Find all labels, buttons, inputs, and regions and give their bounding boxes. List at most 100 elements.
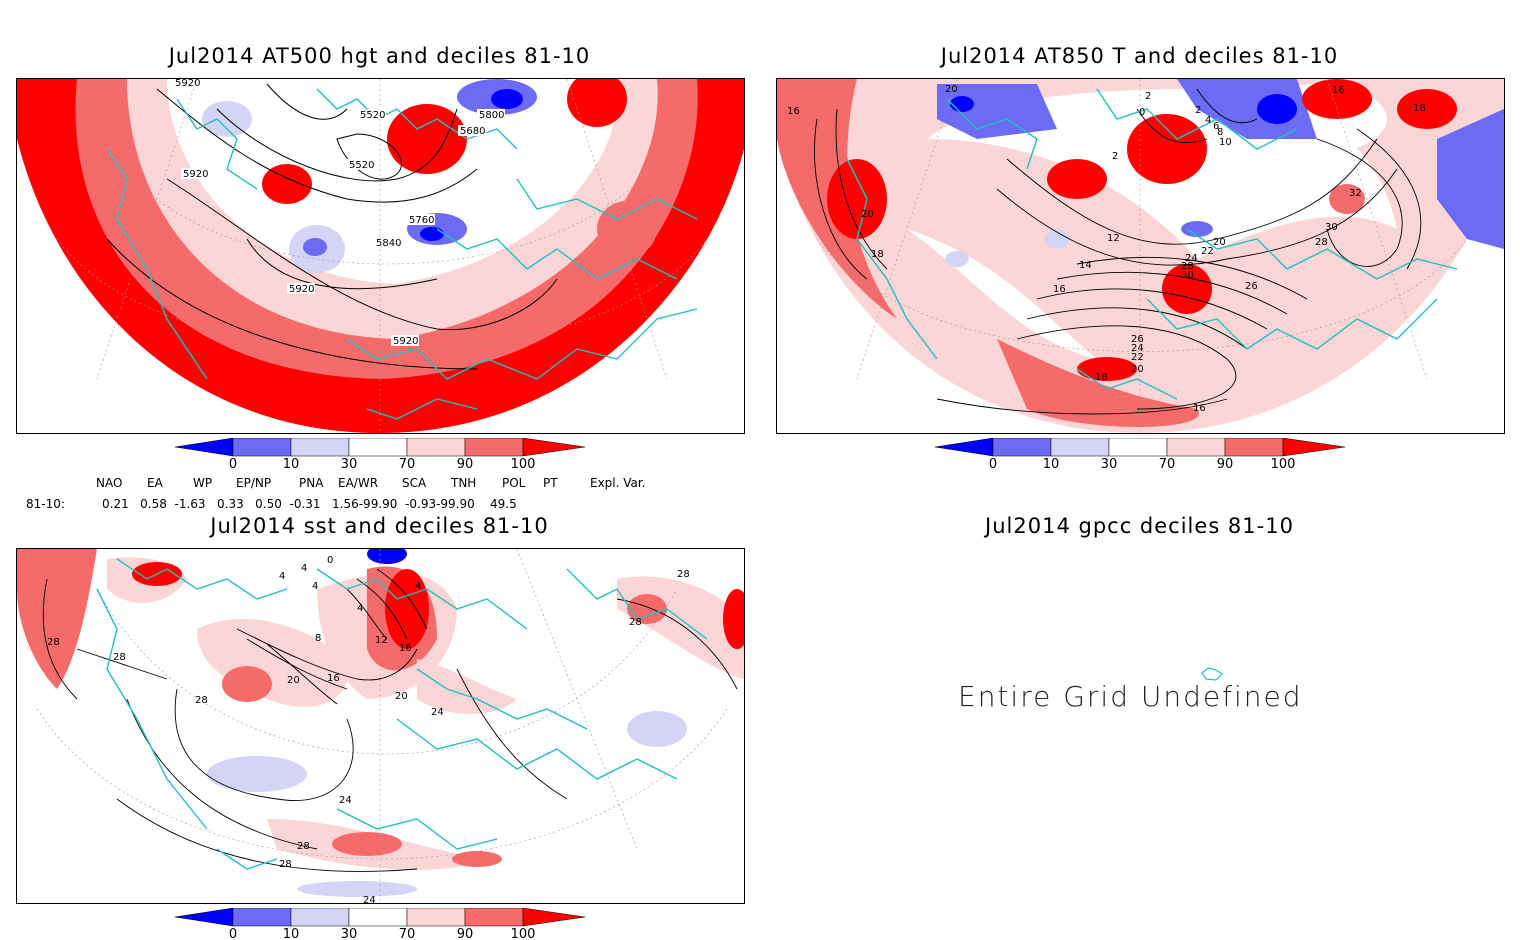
contour-label: 16 — [1332, 85, 1345, 96]
contour-label: 20 — [861, 209, 874, 220]
contour-label: 20 — [287, 675, 300, 686]
colorbar-tick: 10 — [1043, 457, 1060, 472]
contour-label: 28 — [677, 569, 690, 580]
contour-label: 8 — [315, 633, 321, 644]
colorbar-tick: 30 — [1101, 457, 1118, 472]
undefined-grid-message: Entire Grid Undefined — [958, 680, 1303, 713]
contour-label: 24 — [1185, 253, 1198, 264]
contour-label: 32 — [1349, 188, 1362, 199]
map-panel-sst: 28 28 4 4 0 4 4 4 8 12 16 20 16 20 24 28… — [16, 548, 745, 904]
contour-label: 26 — [1131, 334, 1144, 345]
contour-label: 28 — [629, 617, 642, 628]
contour-label: 5920 — [175, 79, 200, 89]
contour-label: 26 — [1245, 281, 1258, 292]
contour-label: 5920 — [393, 336, 418, 347]
tc-row-values: 0.21 0.58 -1.63 0.33 0.50 -0.31 1.56-99.… — [102, 497, 517, 511]
map-panel-gpcc: Entire Grid Undefined — [776, 548, 1503, 902]
tc-row-label: 81-10: — [26, 497, 65, 511]
contour-label: 4 — [415, 581, 421, 592]
contour-label: 20 — [395, 691, 408, 702]
tc-header-explvar: Expl. Var. — [590, 476, 646, 490]
contour-label: 5680 — [460, 126, 485, 137]
contour-label: 28 — [279, 859, 292, 870]
colorbar-tick: 70 — [399, 927, 416, 940]
contour-label: 5760 — [409, 215, 434, 226]
contour-label: 12 — [375, 635, 388, 646]
colorbar-tick: 100 — [1271, 457, 1296, 472]
colorbar-tick: 90 — [457, 927, 474, 940]
contour-label: 2 — [1145, 91, 1151, 102]
colorbar-tick: 90 — [1217, 457, 1234, 472]
tc-header-nao: NAO — [96, 476, 123, 490]
contour-label: 2 — [1112, 151, 1118, 162]
contour-label: 0 — [1139, 107, 1145, 118]
contour-label: 4 — [1205, 115, 1211, 126]
colorbar-tick: 10 — [283, 927, 300, 940]
contour-label: 16 — [787, 106, 800, 117]
colorbar-tick: 100 — [511, 927, 536, 940]
contour-label: 28 — [1181, 261, 1194, 272]
contour-label: 4 — [279, 571, 285, 582]
colorbar-hgt500: 0 10 30 70 90 100 — [175, 438, 586, 472]
contour-label: 28 — [1315, 237, 1328, 248]
contour-label: 20 — [1131, 364, 1144, 375]
tc-header-pt: PT — [543, 476, 558, 490]
contour-label: 5800 — [479, 110, 504, 121]
panel-title-hgt500: Jul2014 AT500 hgt and deciles 81-10 — [168, 44, 591, 68]
colorbar-tick: 10 — [283, 457, 300, 472]
contour-label: 16 — [327, 673, 340, 684]
tc-header-eawr: EA/WR — [338, 476, 379, 490]
contour-label: 22 — [1131, 352, 1144, 363]
colorbar-tick: 100 — [511, 457, 536, 472]
panel-title-t850: Jul2014 AT850 T and deciles 81-10 — [940, 44, 1339, 68]
contour-label: 5520 — [360, 110, 385, 121]
contour-label: 30 — [1325, 222, 1338, 233]
tc-header-pna: PNA — [299, 476, 324, 490]
tc-header-ea: EA — [147, 476, 163, 490]
contour-label: 4 — [357, 603, 363, 614]
contour-label: 4 — [301, 563, 307, 574]
colorbar-tick: 0 — [989, 457, 997, 472]
contour-label: 20 — [945, 84, 958, 95]
contour-label: 24 — [339, 795, 352, 806]
colorbar-t850: 0 10 30 70 90 100 — [935, 438, 1346, 472]
contour-label: 24 — [363, 895, 376, 903]
contour-label: 16 — [1053, 284, 1066, 295]
tc-header-sca: SCA — [402, 476, 427, 490]
contour-label: 10 — [1219, 137, 1232, 148]
contour-label: 28 — [297, 841, 310, 852]
tc-header-pol: POL — [502, 476, 526, 490]
contour-label: 16 — [399, 643, 412, 654]
contour-label: 6 — [1213, 121, 1219, 132]
map-panel-t850: 20 16 2 0 2 4 6 8 10 2 16 18 32 30 28 20… — [776, 78, 1505, 434]
contour-label: 4 — [312, 581, 318, 592]
contour-label: 20 — [1213, 237, 1226, 248]
contour-label: 0 — [327, 555, 333, 566]
contour-label: 28 — [195, 695, 208, 706]
colorbar-tick: 30 — [341, 457, 358, 472]
colorbar-tick: 70 — [399, 457, 416, 472]
colorbar-tick: 0 — [229, 927, 237, 940]
colorbar-tick: 70 — [1159, 457, 1176, 472]
contour-label: 8 — [1217, 127, 1223, 138]
contour-label: 12 — [1107, 233, 1120, 244]
contour-label: 5520 — [349, 160, 374, 171]
contour-label: 22 — [1201, 246, 1214, 257]
colorbar-sst: 0 10 30 70 90 100 — [175, 908, 586, 940]
colorbar-tick: 0 — [229, 457, 237, 472]
contour-label: 5920 — [289, 284, 314, 295]
contour-label: 30 — [1181, 270, 1194, 281]
panel-title-sst: Jul2014 sst and deciles 81-10 — [210, 514, 549, 538]
colorbar-tick: 30 — [341, 927, 358, 940]
tc-header-wp: WP — [193, 476, 213, 490]
tc-header-tnh: TNH — [451, 476, 477, 490]
colorbar-tick: 90 — [457, 457, 474, 472]
contour-label: 28 — [47, 637, 60, 648]
contour-label: 24 — [1131, 343, 1144, 354]
contour-label: 2 — [1195, 105, 1201, 116]
contour-label: 18 — [871, 249, 884, 260]
contour-label: 18 — [1095, 372, 1108, 383]
contour-label: 5840 — [376, 238, 401, 249]
contour-label: 28 — [113, 652, 126, 663]
contour-label: 5920 — [183, 169, 208, 180]
